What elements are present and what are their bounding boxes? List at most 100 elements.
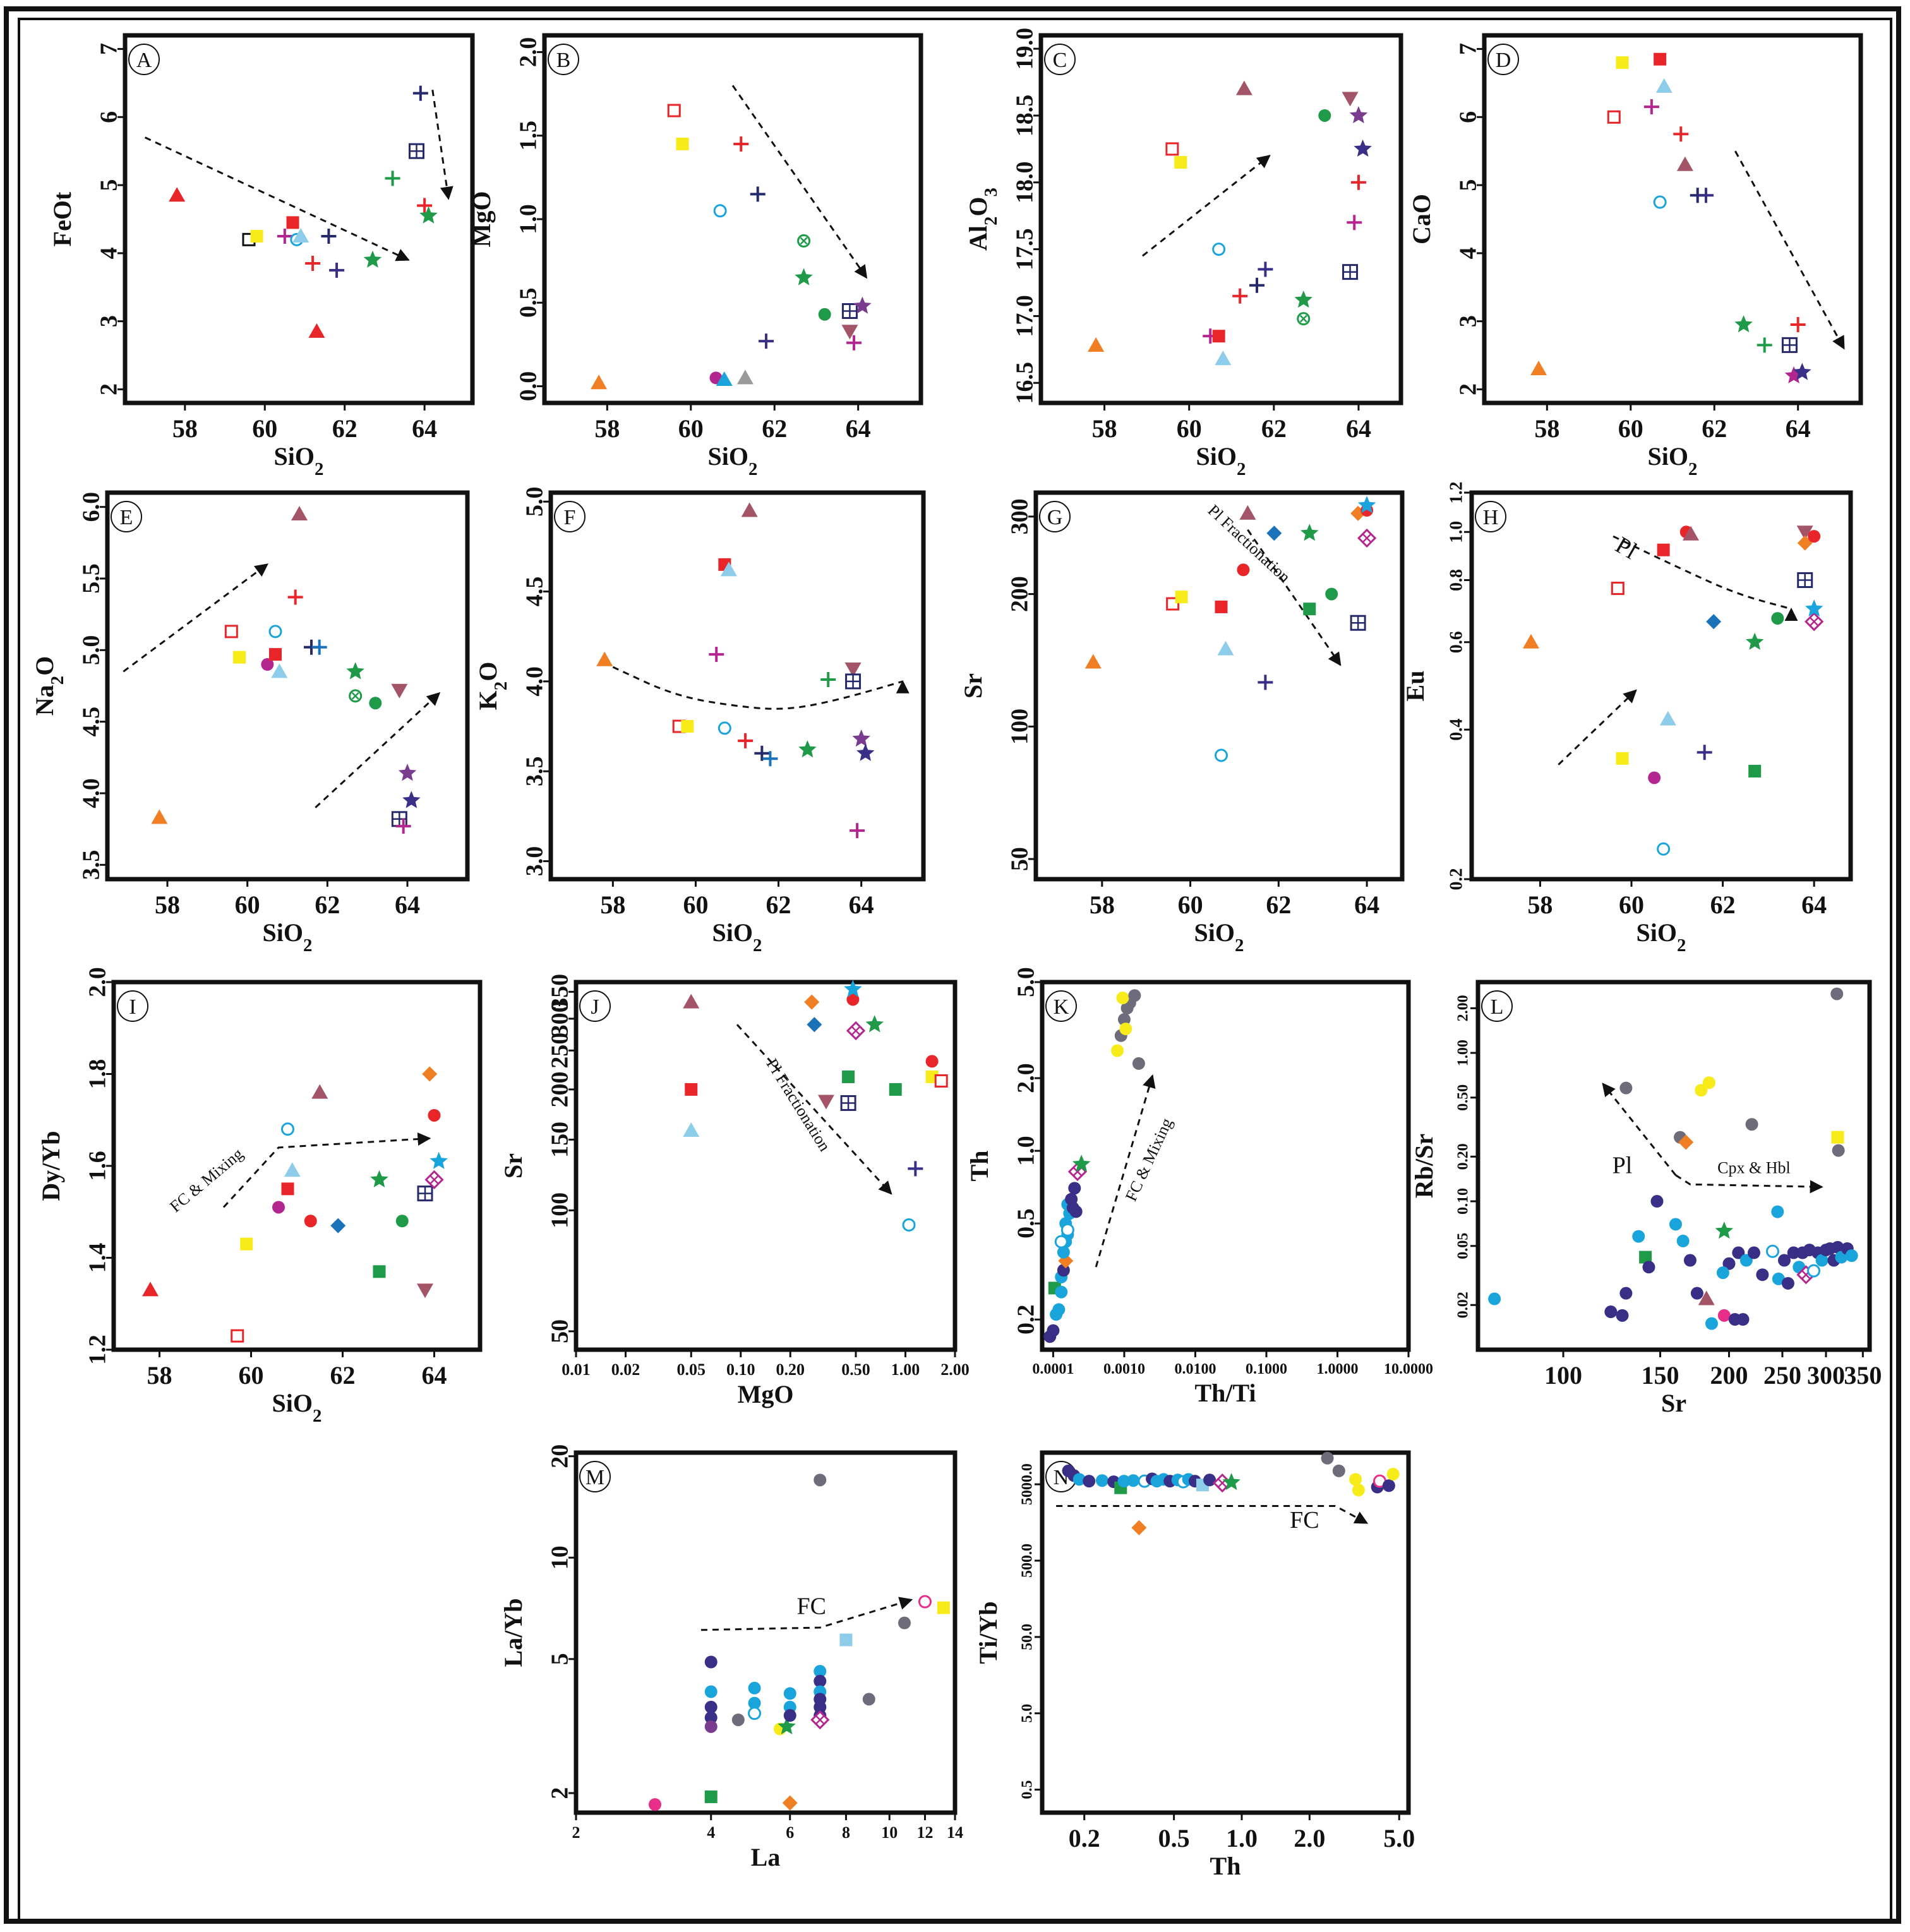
y-tick-label: 1.5: [515, 121, 542, 151]
data-point: [754, 745, 770, 761]
data-point: [304, 1215, 317, 1228]
data-point: [778, 1717, 796, 1734]
data-point: [1739, 1254, 1753, 1267]
data-point: [683, 993, 700, 1009]
panel-letter: D: [1487, 44, 1519, 75]
y-axis-label: Rb/Sr: [1410, 1134, 1438, 1198]
x-tick-label: 58: [147, 1361, 172, 1389]
plot-frame: [105, 490, 470, 882]
x-tick-label: 100: [1544, 1361, 1582, 1389]
x-tick-label: 62: [1261, 414, 1287, 443]
data-point: [1318, 109, 1331, 122]
data-point: [839, 1633, 853, 1647]
data-point: [667, 104, 681, 117]
data-point: [1784, 366, 1803, 383]
y-axis-label: Sr: [959, 673, 987, 699]
data-point: [1084, 654, 1102, 669]
data-point: [1777, 1254, 1791, 1267]
plot-frame: [1040, 980, 1411, 1352]
data-point: [373, 1265, 386, 1278]
plot-frame: [111, 980, 483, 1352]
data-point: [363, 250, 382, 268]
data-point: [704, 1711, 718, 1724]
svg-text:A: A: [136, 49, 152, 72]
data-points: [142, 1066, 448, 1343]
svg-text:B: B: [556, 49, 571, 72]
data-point: [1732, 1246, 1745, 1259]
data-point: [402, 791, 421, 808]
x-tick-label: 0.0001: [1032, 1361, 1074, 1377]
y-axis-label: Eu: [1401, 671, 1429, 702]
data-point: [850, 823, 865, 839]
y-axis-label: La/Yb: [499, 1599, 527, 1667]
data-point: [1054, 1235, 1068, 1249]
data-point: [902, 1218, 916, 1232]
data-point: [231, 1329, 244, 1343]
data-point: [1772, 1272, 1785, 1285]
x-tick-label: 64: [422, 1361, 447, 1389]
data-point: [1116, 992, 1129, 1005]
data-point: [1805, 599, 1823, 617]
data-point: [1830, 987, 1844, 1000]
y-tick-label: 4.5: [522, 577, 548, 607]
x-tick-label: 60: [678, 414, 704, 443]
y-tick-label: 19.0: [1012, 28, 1038, 70]
data-point: [797, 234, 811, 248]
data-point: [1722, 1257, 1736, 1270]
data-point: [1294, 291, 1312, 308]
panel-N: 0.2 0.5 1.0 2.0 5.0 0.5 5.0 50.0 500.0 5000.0 Th Ti…: [974, 1450, 1415, 1880]
annotation-label: Cpx & Hbl: [1717, 1158, 1791, 1177]
data-point: [1698, 1290, 1715, 1305]
y-tick-label: 3.5: [78, 850, 105, 880]
data-point: [1616, 1309, 1629, 1322]
data-point: [1174, 156, 1187, 169]
data-point: [1650, 1195, 1664, 1208]
data-point: [424, 1170, 444, 1189]
data-point: [798, 740, 817, 758]
data-points: [1488, 987, 1858, 1330]
data-point: [1698, 188, 1714, 203]
annotation-label: FC: [797, 1593, 826, 1620]
data-point: [713, 204, 727, 218]
x-tick-label: 2.00: [940, 1360, 970, 1379]
y-tick-label: 50: [547, 1319, 574, 1343]
data-point: [1232, 288, 1248, 304]
data-point: [1088, 337, 1105, 352]
data-point: [346, 662, 364, 680]
trend-arrow: [1142, 155, 1271, 257]
y-tick-label: 6: [1455, 111, 1482, 123]
x-tick-label: 60: [1618, 414, 1643, 443]
x-axis-label: MgO: [738, 1380, 794, 1408]
panel-E: 58 60 62 64 3.5 4.0 4.5 5.0 5.5 6.0 SiO2 Na2O E: [30, 490, 470, 956]
y-tick-label: 2.0: [515, 37, 542, 68]
x-tick-label: 250: [1763, 1361, 1801, 1389]
data-point: [311, 1084, 328, 1099]
x-tick-label: 62: [766, 891, 791, 919]
x-tick-label: 0.2: [1069, 1824, 1100, 1852]
panel-letter: M: [579, 1461, 611, 1492]
y-tick-label: 3.5: [522, 756, 548, 786]
data-point: [842, 1070, 855, 1083]
panel-letter: E: [111, 501, 142, 532]
data-point: [1702, 1076, 1715, 1089]
data-point: [250, 229, 263, 243]
data-point: [1787, 1246, 1800, 1259]
data-point: [741, 502, 758, 517]
data-point: [844, 980, 862, 997]
data-point: [795, 268, 813, 285]
data-point: [1068, 1182, 1081, 1195]
x-tick-label: 4: [707, 1823, 715, 1842]
x-tick-label: 58: [155, 891, 180, 919]
data-point: [758, 333, 774, 349]
data-point: [1793, 363, 1811, 380]
data-point: [1132, 1057, 1145, 1070]
panel-letter: C: [1044, 44, 1076, 75]
y-tick-label: 0.2: [1446, 868, 1466, 891]
x-tick-label: 64: [1786, 414, 1811, 443]
y-tick-label: 4.5: [78, 707, 105, 737]
y-axis-label: Dy/Yb: [37, 1131, 65, 1201]
x-tick-label: 60: [1177, 414, 1202, 443]
